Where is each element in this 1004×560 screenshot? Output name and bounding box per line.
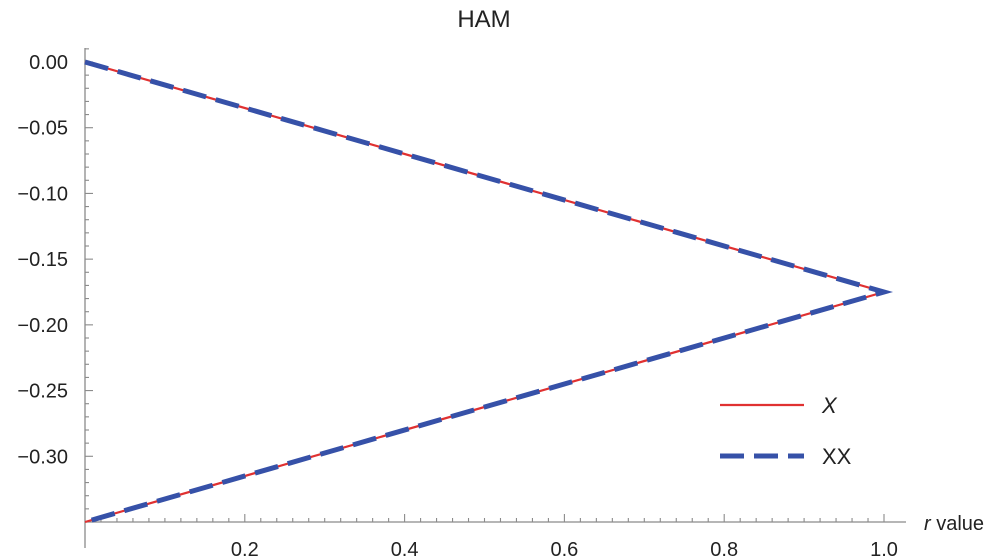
- tick-labels: 0.00 −0.05 −0.10 −0.15 −0.20 −0.25 −0.30 0.2 0.4…: [17, 52, 898, 560]
- y-tick-label: −0.30: [17, 446, 68, 468]
- x-tick-label: 1.0: [870, 539, 898, 560]
- series-line-xx: [84, 59, 894, 525]
- minor-ticks: [85, 48, 869, 522]
- x-tick-label: 0.4: [391, 539, 419, 560]
- y-tick-label: −0.25: [17, 381, 68, 403]
- x-axis-label-variable: r: [924, 513, 932, 535]
- legend-label-x: X: [821, 393, 838, 418]
- y-tick-label: −0.15: [17, 249, 68, 271]
- x-tick-label: 0.2: [231, 539, 259, 560]
- x-tick-label: 0.6: [550, 539, 578, 560]
- y-tick-label: −0.10: [17, 183, 68, 205]
- x-tick-label: 0.8: [710, 539, 738, 560]
- series-line-x: [84, 60, 888, 524]
- legend-label-xx: XX: [822, 444, 852, 469]
- major-ticks: [85, 61, 885, 522]
- series-layer: [84, 59, 894, 525]
- y-tick-label: −0.05: [17, 118, 68, 140]
- x-axis-label: r value: [924, 513, 984, 535]
- chart-title: HAM: [457, 6, 510, 33]
- x-axis-label-text: value: [931, 513, 984, 535]
- legend: XXX: [720, 393, 852, 469]
- y-tick-label: 0.00: [29, 52, 68, 74]
- y-tick-label: −0.20: [17, 315, 68, 337]
